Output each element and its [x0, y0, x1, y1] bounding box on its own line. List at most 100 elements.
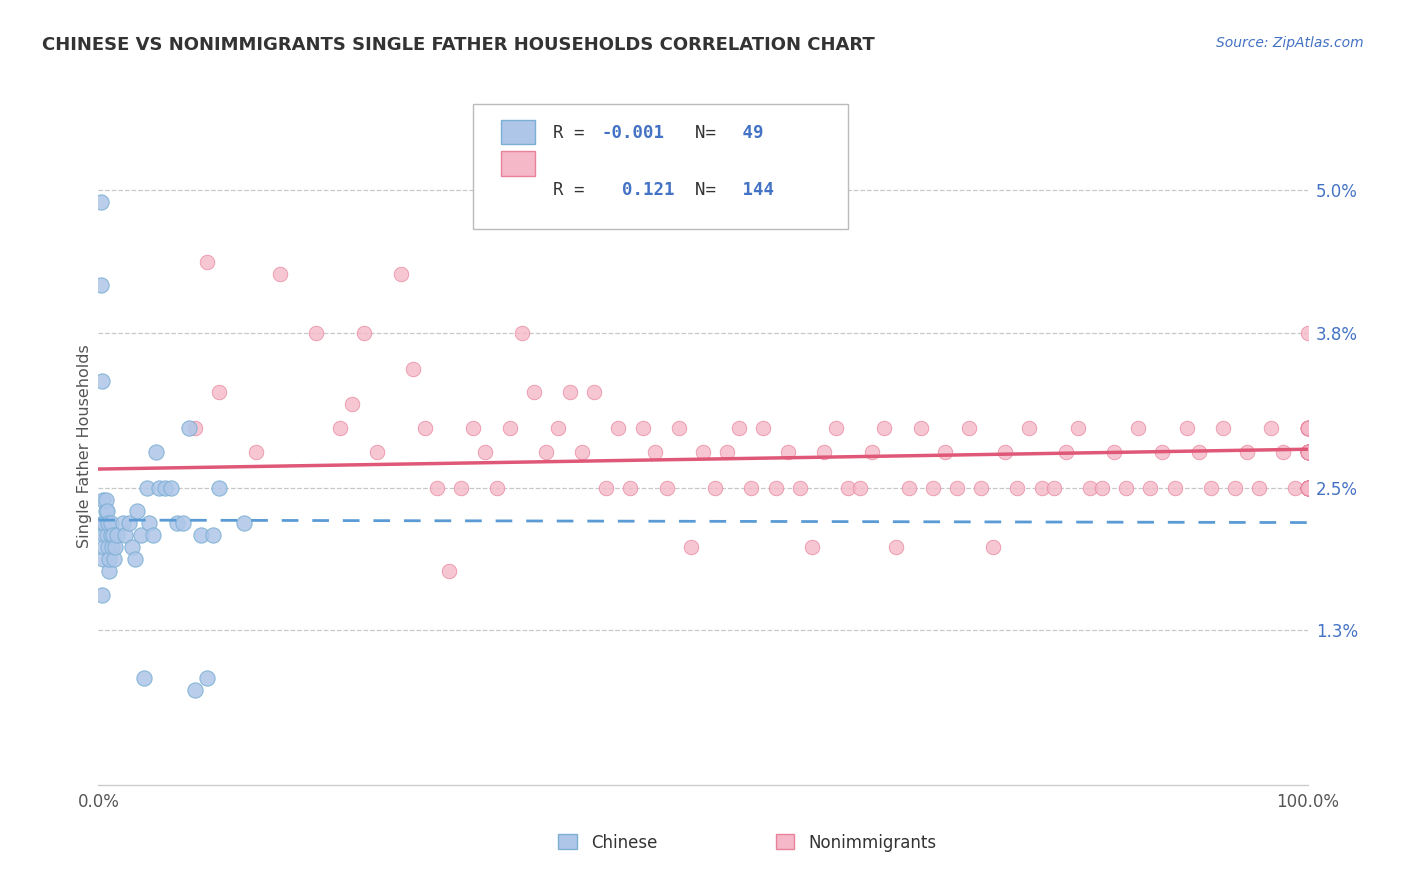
Point	[135, 481, 157, 495]
Point	[1212, 421, 1234, 435]
Point	[1152, 445, 1174, 459]
Point	[269, 267, 291, 281]
Point	[1296, 481, 1319, 495]
Point	[184, 682, 207, 697]
Point	[1078, 481, 1101, 495]
Point	[1296, 481, 1319, 495]
Point	[1296, 481, 1319, 495]
Point	[510, 326, 533, 340]
Point	[1128, 421, 1150, 435]
Point	[232, 516, 254, 531]
Point	[1296, 445, 1319, 459]
Point	[94, 492, 117, 507]
Point	[813, 445, 835, 459]
Point	[1102, 445, 1125, 459]
Text: R =: R =	[553, 124, 595, 142]
Point	[910, 421, 932, 435]
Point	[1296, 421, 1319, 435]
Bar	[501, 151, 534, 176]
Point	[91, 516, 114, 531]
Point	[100, 540, 122, 554]
Text: 0.121: 0.121	[602, 181, 675, 200]
Point	[91, 552, 114, 566]
Point	[121, 540, 143, 554]
Point	[1296, 445, 1319, 459]
Point	[1296, 481, 1319, 495]
Point	[1296, 445, 1319, 459]
Point	[1296, 445, 1319, 459]
Point	[114, 528, 136, 542]
Point	[1296, 481, 1319, 495]
Point	[134, 671, 156, 685]
Point	[860, 445, 883, 459]
Point	[1163, 481, 1185, 495]
Point	[776, 445, 799, 459]
Point	[148, 481, 170, 495]
Point	[644, 445, 666, 459]
Point	[100, 516, 122, 531]
Point	[190, 528, 212, 542]
Point	[127, 504, 149, 518]
Point	[534, 445, 557, 459]
Point	[1042, 481, 1064, 495]
Point	[353, 326, 375, 340]
Point	[96, 528, 118, 542]
Point	[93, 528, 115, 542]
Point	[740, 481, 762, 495]
Point	[208, 385, 231, 400]
Point	[1199, 481, 1222, 495]
Point	[716, 445, 738, 459]
Point	[1296, 421, 1319, 435]
Point	[825, 421, 848, 435]
Point	[305, 326, 328, 340]
Point	[981, 540, 1004, 554]
Point	[1296, 445, 1319, 459]
Point	[1296, 421, 1319, 435]
Point	[103, 552, 125, 566]
Text: -0.001: -0.001	[602, 124, 665, 142]
Bar	[501, 120, 534, 145]
Point	[934, 445, 956, 459]
Point	[1296, 481, 1319, 495]
Point	[1296, 421, 1319, 435]
Text: CHINESE VS NONIMMIGRANTS SINGLE FATHER HOUSEHOLDS CORRELATION CHART: CHINESE VS NONIMMIGRANTS SINGLE FATHER H…	[42, 36, 875, 54]
Point	[486, 481, 509, 495]
Point	[437, 564, 460, 578]
Text: Source: ZipAtlas.com: Source: ZipAtlas.com	[1216, 36, 1364, 50]
Point	[957, 421, 980, 435]
Point	[1296, 481, 1319, 495]
Y-axis label: Single Father Households: Single Father Households	[77, 344, 91, 548]
Point	[1296, 481, 1319, 495]
Text: 49: 49	[733, 124, 763, 142]
Point	[1260, 421, 1282, 435]
Point	[1296, 481, 1319, 495]
Point	[1296, 481, 1319, 495]
Point	[413, 421, 436, 435]
Point	[1296, 421, 1319, 435]
Point	[426, 481, 449, 495]
Point	[994, 445, 1017, 459]
Point	[1223, 481, 1246, 495]
Text: N=: N=	[673, 181, 716, 200]
Point	[96, 504, 118, 518]
Point	[1031, 481, 1053, 495]
Text: 144: 144	[733, 181, 775, 200]
FancyBboxPatch shape	[474, 103, 848, 229]
Point	[1175, 421, 1198, 435]
Point	[1296, 445, 1319, 459]
Point	[1296, 326, 1319, 340]
Point	[668, 421, 690, 435]
Point	[921, 481, 943, 495]
Point	[1296, 481, 1319, 495]
Point	[897, 481, 920, 495]
Point	[571, 445, 593, 459]
Point	[1284, 481, 1306, 495]
Point	[547, 421, 569, 435]
Point	[1296, 481, 1319, 495]
Point	[97, 540, 120, 554]
Point	[402, 361, 425, 376]
Point	[1296, 481, 1319, 495]
Point	[91, 374, 114, 388]
Point	[138, 516, 160, 531]
Point	[1139, 481, 1161, 495]
